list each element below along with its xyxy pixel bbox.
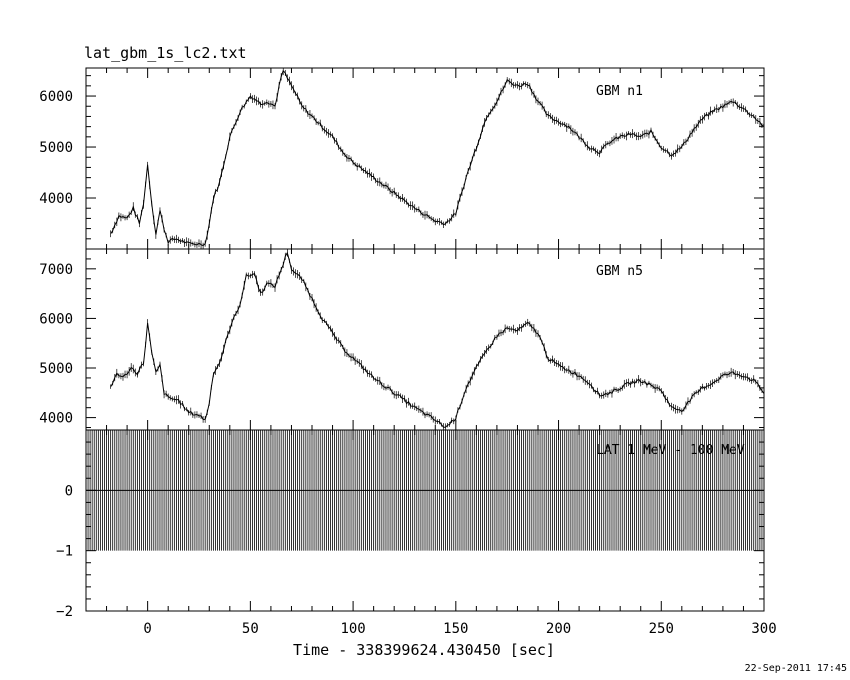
y-tick-label: 6000 <box>39 311 73 327</box>
y-tick-label: 0 <box>65 483 73 499</box>
gbm-n1-line <box>110 69 765 247</box>
y-tick-label: 7000 <box>39 262 73 278</box>
x-tick-label: 150 <box>443 621 468 637</box>
panel-frame-1 <box>85 67 765 250</box>
panel2-annotation: GBM n5 <box>596 264 643 279</box>
gbm-n1-series <box>110 68 765 249</box>
y-tick-label: 4000 <box>39 191 73 207</box>
x-axis-label: Time - 338399624.430450 [sec] <box>293 641 555 659</box>
y-tick-label: 5000 <box>39 361 73 377</box>
file-label: lat_gbm_1s_lc2.txt <box>84 44 247 62</box>
y-tick-label: −1 <box>56 544 73 560</box>
y-tick-label: 4000 <box>39 411 73 427</box>
footer-timestamp: 22-Sep-2011 17:45 <box>745 663 847 674</box>
x-tick-label: 250 <box>649 621 674 637</box>
y-tick-label: 5000 <box>39 140 73 156</box>
panel-frame-2 <box>85 248 765 431</box>
x-tick-label: 200 <box>546 621 571 637</box>
x-tick-label: 50 <box>242 621 259 637</box>
panel3-annotation: LAT 1 MeV - 100 MeV <box>596 443 745 458</box>
x-tick-label: 100 <box>340 621 365 637</box>
gbm-n5-series <box>110 249 765 430</box>
y-tick-label: 6000 <box>39 89 73 105</box>
tick-labels: 0 50 100 150 200 250 300 4000 5000 6000 4000 5000 60… <box>39 89 776 637</box>
y-tick-label: −2 <box>56 604 73 620</box>
x-tick-label: 300 <box>751 621 776 637</box>
panel1-annotation: GBM n1 <box>596 84 643 99</box>
x-tick-label: 0 <box>143 621 151 637</box>
gbm-n5-line <box>110 251 765 428</box>
lat-bars <box>85 430 765 551</box>
